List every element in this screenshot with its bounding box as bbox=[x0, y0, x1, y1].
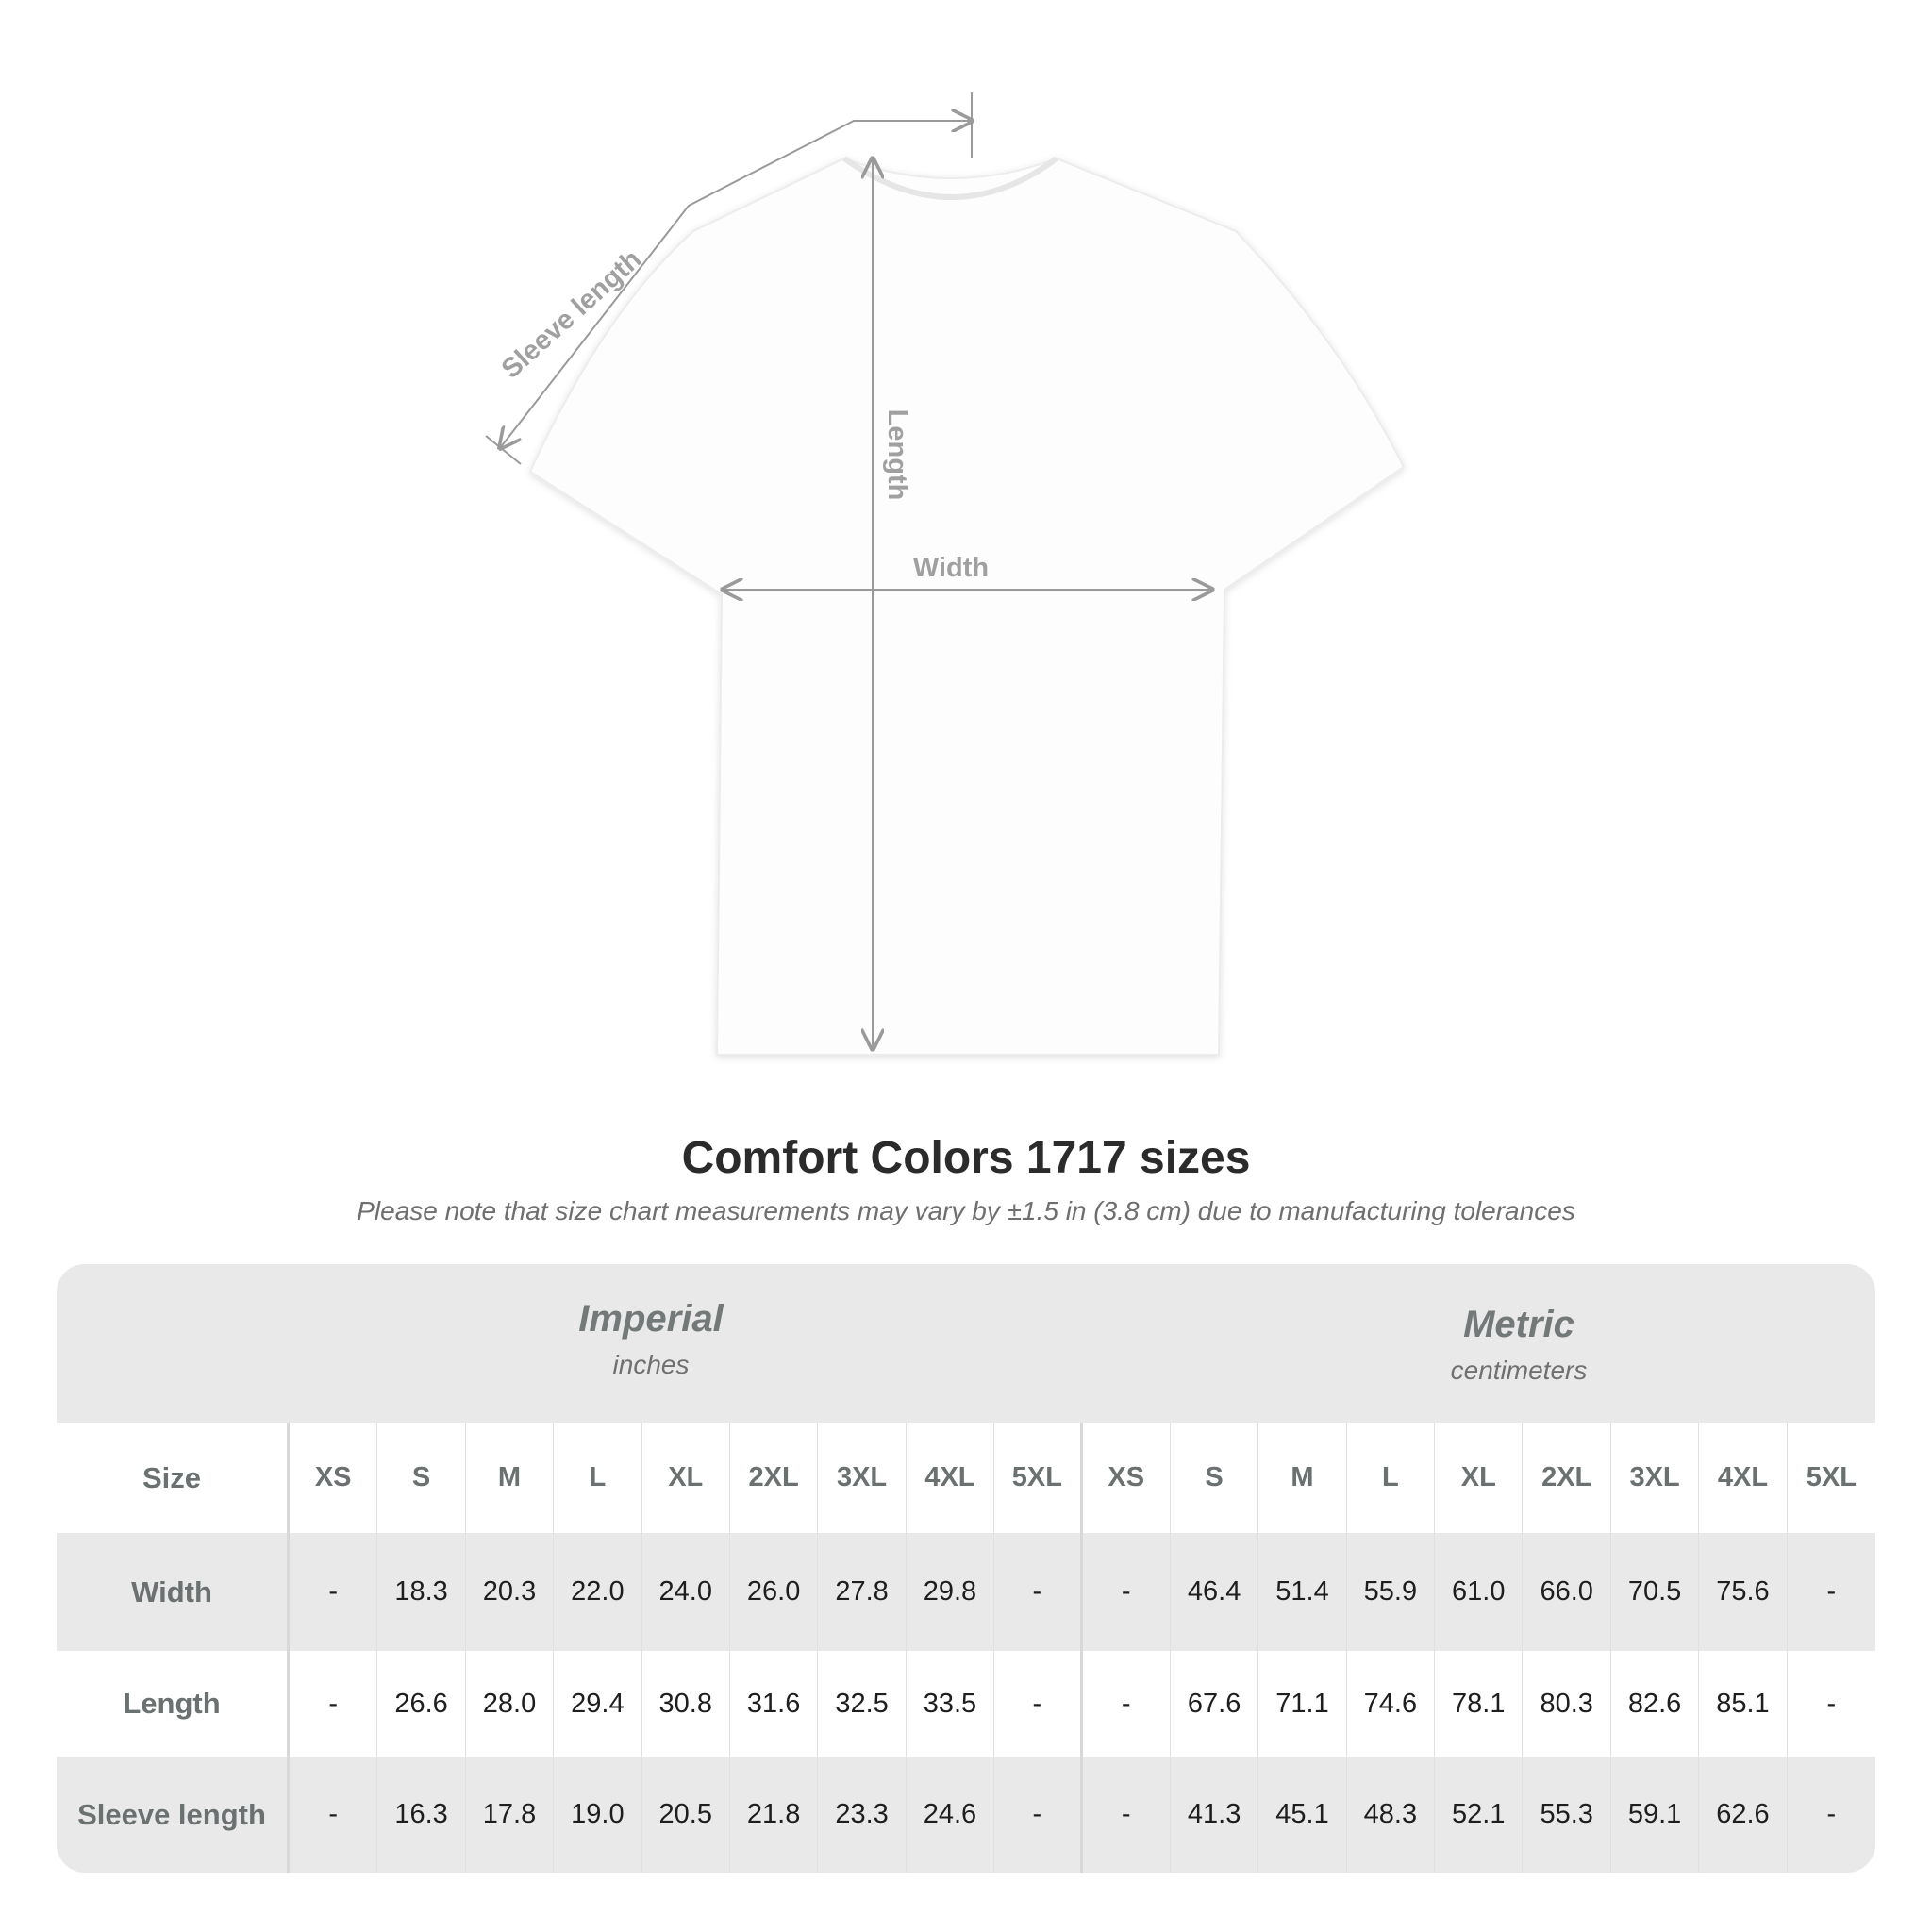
size-header-cell: XL bbox=[642, 1423, 730, 1533]
value-cell: 71.1 bbox=[1258, 1651, 1347, 1757]
width-label: Width bbox=[913, 553, 989, 583]
value-cell: 29.8 bbox=[907, 1533, 995, 1651]
value-cell: - bbox=[994, 1533, 1083, 1651]
value-cell: 61.0 bbox=[1435, 1533, 1524, 1651]
tshirt-diagram: Sleeve length Length Width bbox=[485, 92, 1406, 1056]
value-cell: - bbox=[1083, 1533, 1171, 1651]
page-title: Comfort Colors 1717 sizes bbox=[681, 1133, 1251, 1183]
size-header-cell: 3XL bbox=[818, 1423, 907, 1533]
row-band bbox=[57, 1533, 1875, 1651]
sleeve-measure-arrow bbox=[485, 92, 972, 465]
row-band bbox=[57, 1757, 1875, 1873]
value-cell: 29.4 bbox=[554, 1651, 642, 1757]
value-cell: 23.3 bbox=[818, 1757, 907, 1873]
size-header-cell: S bbox=[1171, 1423, 1259, 1533]
value-cell: 26.0 bbox=[730, 1533, 819, 1651]
value-cell: 55.9 bbox=[1347, 1533, 1436, 1651]
size-header-cell: 2XL bbox=[1523, 1423, 1611, 1533]
value-cell: - bbox=[290, 1757, 378, 1873]
value-cell: - bbox=[290, 1533, 378, 1651]
value-cell: 82.6 bbox=[1611, 1651, 1700, 1757]
table-row: Sleeve length -16.3 17.8 19.0 20.5 21.8 23.3 24… bbox=[57, 1757, 1875, 1873]
value-cell: - bbox=[1083, 1757, 1171, 1873]
value-cell: - bbox=[994, 1651, 1083, 1757]
value-cell: 41.3 bbox=[1171, 1757, 1259, 1873]
value-cell: 28.0 bbox=[466, 1651, 555, 1757]
value-cell: 24.0 bbox=[642, 1533, 730, 1651]
value-cell: 20.5 bbox=[642, 1757, 730, 1873]
value-cell: 59.1 bbox=[1611, 1757, 1700, 1873]
value-cell: 24.6 bbox=[907, 1757, 995, 1873]
value-cell: 48.3 bbox=[1347, 1757, 1436, 1873]
length-label: Length bbox=[882, 409, 912, 501]
row-label: Width bbox=[57, 1533, 290, 1651]
value-cell: - bbox=[1826, 1799, 1837, 1829]
value-cell: 45.1 bbox=[1258, 1757, 1347, 1873]
size-header-cell: M bbox=[466, 1423, 555, 1533]
value-cell: 46.4 bbox=[1171, 1533, 1259, 1651]
value-cell: - bbox=[290, 1651, 378, 1757]
value-cell: 17.8 bbox=[466, 1757, 555, 1873]
size-header-cell: M bbox=[1258, 1423, 1347, 1533]
tolerance-note: Please note that size chart measurements… bbox=[357, 1196, 1575, 1225]
value-cell: 78.1 bbox=[1435, 1651, 1524, 1757]
value-cell: 22.0 bbox=[554, 1533, 642, 1651]
size-header-cell: 5XL bbox=[1806, 1462, 1857, 1492]
size-header-cell: XL bbox=[1435, 1423, 1524, 1533]
value-cell: 30.8 bbox=[642, 1651, 730, 1757]
value-cell: 33.5 bbox=[907, 1651, 995, 1757]
unit-header-band bbox=[57, 1264, 1875, 1423]
value-cell: 74.6 bbox=[1347, 1651, 1436, 1757]
value-cell: - bbox=[1826, 1688, 1837, 1719]
value-cell: 31.6 bbox=[730, 1651, 819, 1757]
size-header-cell: S bbox=[377, 1423, 466, 1533]
row-label: Sleeve length bbox=[57, 1757, 290, 1873]
size-header-row: Size XS S M L XL 2XL 3XL 4XL 5XL XS S M L XL 2XL 3XL 4XL 5… bbox=[57, 1423, 1875, 1533]
value-cell: 66.0 bbox=[1523, 1533, 1611, 1651]
size-header-cell: 3XL bbox=[1611, 1423, 1700, 1533]
value-cell: 55.3 bbox=[1523, 1757, 1611, 1873]
size-table: Imperial inches Metric centimeters Size X… bbox=[57, 1264, 1875, 1873]
size-header-cell: 5XL bbox=[994, 1423, 1083, 1533]
metric-header: Metric centimeters bbox=[1450, 1304, 1588, 1385]
value-cell: 80.3 bbox=[1523, 1651, 1611, 1757]
size-header-cell: 2XL bbox=[730, 1423, 819, 1533]
value-cell: - bbox=[1826, 1576, 1837, 1607]
tshirt-image bbox=[528, 157, 1406, 1056]
value-cell: - bbox=[1083, 1651, 1171, 1757]
value-cell: 26.6 bbox=[377, 1651, 466, 1757]
value-cell: 21.8 bbox=[730, 1757, 819, 1873]
value-cell: 51.4 bbox=[1258, 1533, 1347, 1651]
size-header-cell: XS bbox=[290, 1423, 378, 1533]
value-cell: 52.1 bbox=[1435, 1757, 1524, 1873]
value-cell: 85.1 bbox=[1699, 1651, 1788, 1757]
size-header-cell: L bbox=[554, 1423, 642, 1533]
value-cell: 20.3 bbox=[466, 1533, 555, 1651]
value-cell: 75.6 bbox=[1699, 1533, 1788, 1651]
table-row: Length -26.6 28.0 29.4 30.8 31.6 32.5 33.5- -67.… bbox=[57, 1651, 1875, 1757]
imperial-header: Imperial inches bbox=[578, 1298, 724, 1379]
size-header-cell: 4XL bbox=[907, 1423, 995, 1533]
value-cell: 62.6 bbox=[1699, 1757, 1788, 1873]
value-cell: 27.8 bbox=[818, 1533, 907, 1651]
size-header-cell: XS bbox=[1083, 1423, 1171, 1533]
size-header-cell: 4XL bbox=[1699, 1423, 1788, 1533]
value-cell: 19.0 bbox=[554, 1757, 642, 1873]
row-label: Length bbox=[57, 1651, 290, 1757]
value-cell: - bbox=[994, 1757, 1083, 1873]
size-header-cell: L bbox=[1347, 1423, 1436, 1533]
value-cell: 70.5 bbox=[1611, 1533, 1700, 1651]
value-cell: 67.6 bbox=[1171, 1651, 1259, 1757]
row-label: Size bbox=[57, 1423, 290, 1533]
value-cell: 32.5 bbox=[818, 1651, 907, 1757]
table-row: Width -18.3 20.3 22.0 24.0 26.0 27.8 29.8- -46.4… bbox=[57, 1533, 1875, 1651]
value-cell: 16.3 bbox=[377, 1757, 466, 1873]
value-cell: 18.3 bbox=[377, 1533, 466, 1651]
